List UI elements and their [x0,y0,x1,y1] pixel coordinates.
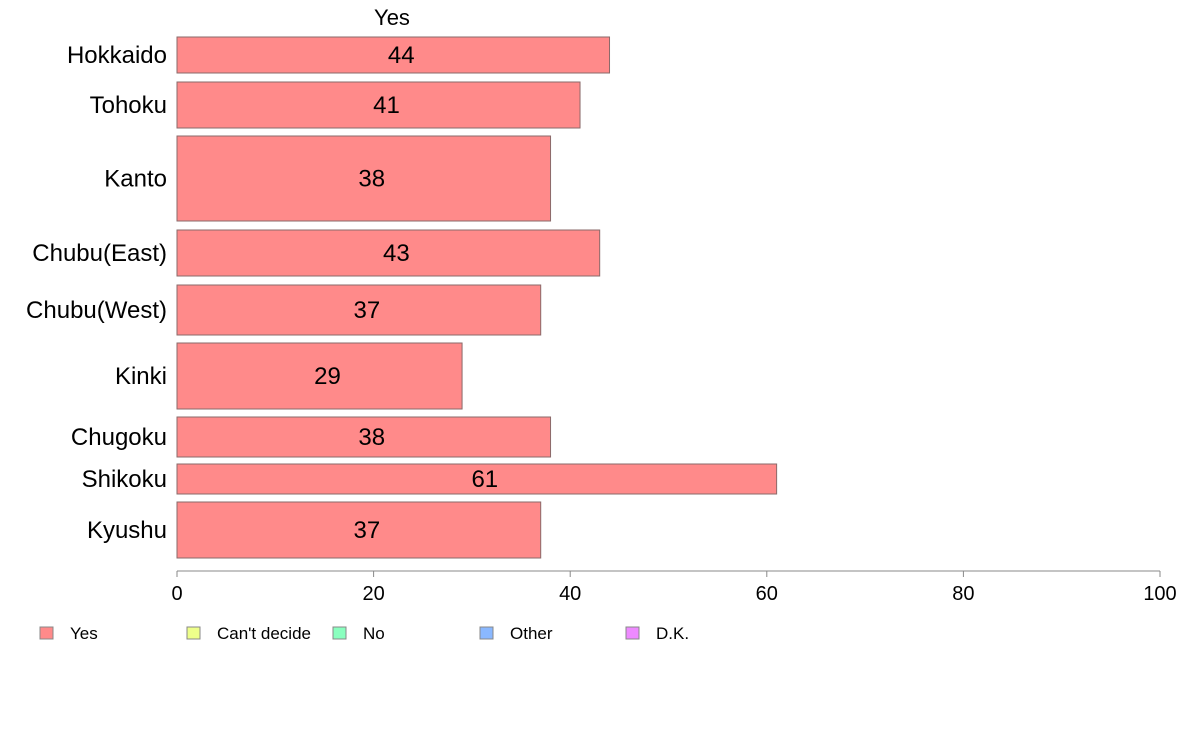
value-label: 44 [388,42,415,69]
bar-kinki [176,342,463,410]
value-label: 37 [354,297,381,324]
value-label: 38 [358,424,385,451]
category-label: Kyushu [87,517,167,544]
category-label: Kinki [115,363,167,390]
legend-swatch [479,626,494,640]
value-label: 41 [373,92,400,119]
category-label: Kanto [104,166,167,193]
category-label: Chubu(West) [26,297,167,324]
x-tick-label: 80 [952,583,974,605]
x-tick-label: 40 [559,583,581,605]
category-label: Hokkaido [67,42,167,69]
bar-tohoku [176,81,581,129]
bar-chubuwest [176,284,542,336]
category-label: Chugoku [71,424,167,451]
value-label: 61 [471,466,498,493]
bar-chubueast [176,229,601,277]
legend-label: Other [510,624,553,643]
bar-kanto [176,135,552,222]
legend-swatch [39,626,54,640]
legend-label: No [363,624,385,643]
bar-kyushu [176,501,542,559]
bar-shikoku [176,463,778,495]
category-label: Shikoku [82,466,167,493]
legend-label: D.K. [656,624,689,643]
chart-title: Yes [374,5,410,30]
value-label: 29 [314,363,341,390]
bar-hokkaido [176,36,611,74]
legend-swatch [186,626,201,640]
legend: Yes Can't decide No Other D.K. [39,624,689,643]
legend-label: Yes [70,624,98,643]
value-label: 38 [358,166,385,193]
bars-group: Hokkaido 44 Tohoku 41 Kanto 38 Chubu(East) 43 Ch… [26,36,778,559]
bar-chugoku [176,416,552,458]
legend-swatch [332,626,347,640]
category-label: Tohoku [90,92,167,119]
x-tick-label: 20 [362,583,384,605]
value-label: 43 [383,240,410,267]
x-tick-label: 60 [756,583,778,605]
x-axis: 0 20 40 60 80 100 [171,570,1177,605]
x-tick-label: 0 [171,583,182,605]
x-tick-label: 100 [1143,583,1176,605]
category-label: Chubu(East) [32,240,167,267]
legend-swatch [625,626,640,640]
value-label: 37 [354,517,381,544]
legend-label: Can't decide [217,624,311,643]
